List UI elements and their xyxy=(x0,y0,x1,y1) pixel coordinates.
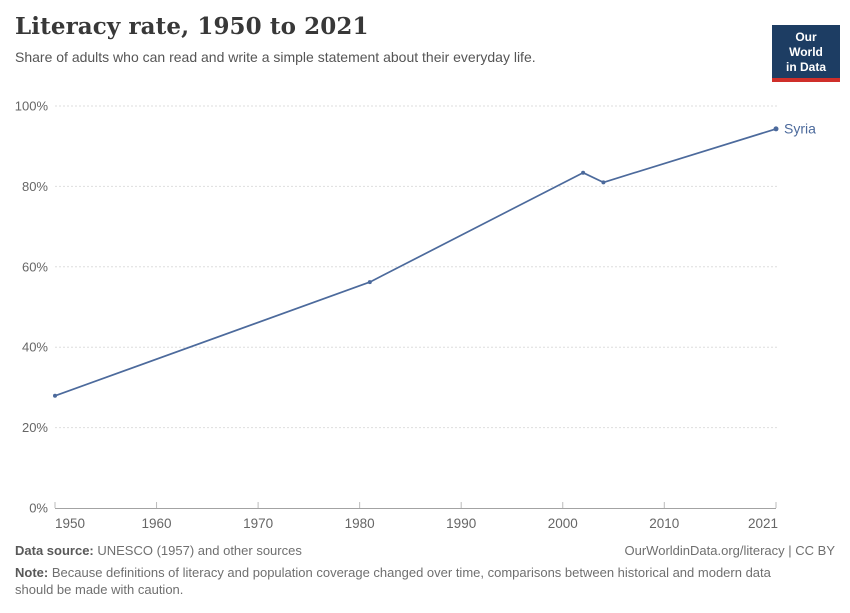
data-point[interactable] xyxy=(367,280,372,285)
chart-footer: Data source: UNESCO (1957) and other sou… xyxy=(15,542,835,599)
y-axis-tick-label: 80% xyxy=(22,179,48,194)
entity-label: Syria xyxy=(784,120,816,136)
owid-license-link[interactable]: OurWorldinData.org/literacy | CC BY xyxy=(624,543,835,558)
y-axis-tick-label: 60% xyxy=(22,259,48,274)
owid-logo-line1: Our World xyxy=(789,30,823,59)
data-line[interactable] xyxy=(54,128,777,397)
note-text: Because definitions of literacy and popu… xyxy=(15,564,771,598)
y-axis-tick-label: 40% xyxy=(22,340,48,355)
owid-logo-line2: in Data xyxy=(785,60,826,74)
x-axis-tick-label: 1960 xyxy=(142,516,172,531)
data-source-value: UNESCO (1957) and other sources xyxy=(93,543,302,558)
data-point[interactable] xyxy=(773,126,779,132)
chart-note: Note: Because definitions of literacy an… xyxy=(15,564,797,599)
chart-header: Literacy rate, 1950 to 2021 Share of adu… xyxy=(0,13,850,65)
data-point[interactable] xyxy=(581,170,586,175)
note-label: Note: xyxy=(15,564,49,580)
y-axis-tick-label: 0% xyxy=(29,501,48,516)
x-axis-tick-label: 1980 xyxy=(345,516,375,531)
y-axis-tick-label: 20% xyxy=(22,420,48,435)
data-point[interactable] xyxy=(53,393,57,398)
owid-logo[interactable]: Our World in Data xyxy=(772,25,840,82)
x-axis-tick-label: 2010 xyxy=(649,516,679,531)
x-axis-tick-label: 2021 xyxy=(748,516,778,531)
literacy-line-chart[interactable]: 0% 20% 40% 60% 80% 100% 1950 1960 1970 1980 1990 20… xyxy=(0,13,850,613)
data-source: Data source: UNESCO (1957) and other sou… xyxy=(15,542,302,560)
x-axis-tick-label: 1950 xyxy=(55,516,85,531)
chart-subtitle: Share of adults who can read and write a… xyxy=(15,49,536,65)
data-point[interactable] xyxy=(601,180,606,185)
x-axis-tick-label: 1990 xyxy=(446,516,476,531)
data-source-label: Data source: xyxy=(15,543,94,558)
y-axis-tick-label: 100% xyxy=(15,99,49,114)
x-axis-tick-label: 2000 xyxy=(548,516,578,531)
page-title: Literacy rate, 1950 to 2021 xyxy=(15,13,369,40)
x-axis-tick-label: 1970 xyxy=(243,516,273,531)
